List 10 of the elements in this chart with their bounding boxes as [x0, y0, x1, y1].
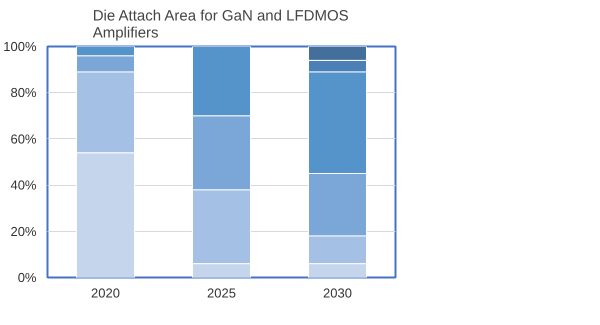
x-tick-label: 2025	[207, 286, 236, 300]
x-tick-label: 2020	[91, 286, 120, 300]
y-tick-label: 20%	[10, 224, 37, 239]
y-tick-label: 60%	[10, 131, 37, 146]
y-tick-label: 0%	[18, 270, 37, 285]
y-tick-label: 80%	[10, 85, 37, 100]
chart-title: Die Attach Area for GaN and LFDMOS Amplifiers	[92, 8, 349, 42]
y-tick-label: 40%	[10, 178, 37, 193]
y-tick-label: 100%	[3, 39, 37, 54]
x-tick-label: 2030	[323, 286, 352, 300]
